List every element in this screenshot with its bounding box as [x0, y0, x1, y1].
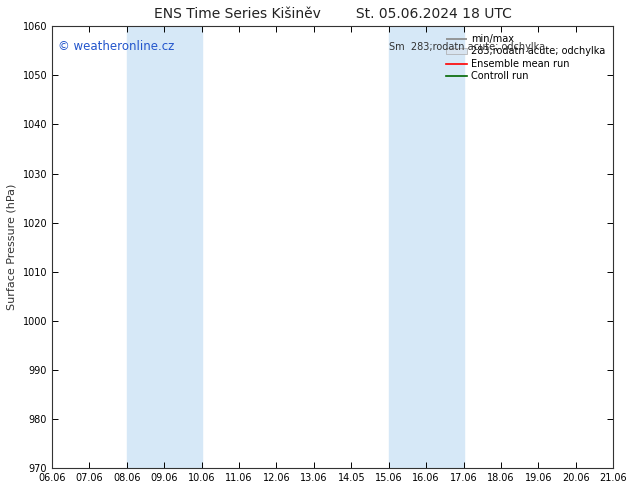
Text: © weatheronline.cz: © weatheronline.cz — [58, 40, 174, 52]
Bar — [389, 26, 463, 468]
Title: ENS Time Series Kišiněv        St. 05.06.2024 18 UTC: ENS Time Series Kišiněv St. 05.06.2024 1… — [153, 7, 512, 21]
Text: Sm  283;rodatn acute; odchylka: Sm 283;rodatn acute; odchylka — [389, 42, 545, 52]
Bar — [127, 26, 202, 468]
Y-axis label: Surface Pressure (hPa): Surface Pressure (hPa) — [7, 184, 17, 311]
Legend: min/max, 283;rodatn acute; odchylka, Ensemble mean run, Controll run: min/max, 283;rodatn acute; odchylka, Ens… — [443, 31, 609, 84]
